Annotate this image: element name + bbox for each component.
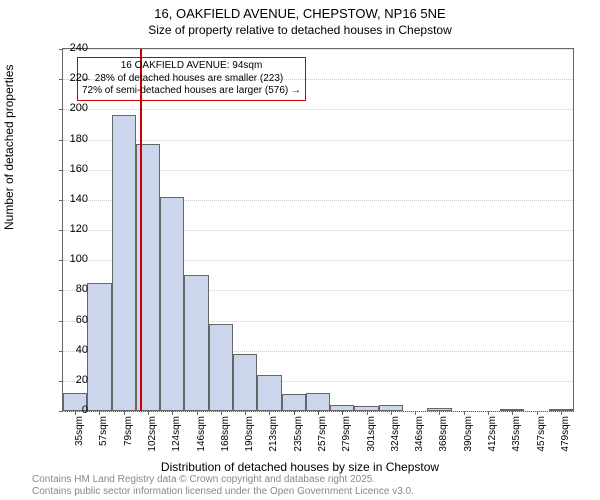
xtick-label: 124sqm <box>171 416 182 454</box>
ytick-label: 20 <box>60 374 88 386</box>
xtick-mark <box>245 411 246 415</box>
xtick-mark <box>439 411 440 415</box>
xtick-label: 213sqm <box>268 416 279 454</box>
histogram-bar <box>282 394 306 411</box>
ytick-label: 80 <box>60 283 88 295</box>
xtick-mark <box>367 411 368 415</box>
xtick-mark <box>561 411 562 415</box>
chart-title-1: 16, OAKFIELD AVENUE, CHEPSTOW, NP16 5NE <box>0 6 600 21</box>
xtick-label: 346sqm <box>414 416 425 454</box>
ytick-label: 0 <box>60 404 88 416</box>
xtick-mark <box>148 411 149 415</box>
histogram-bar <box>209 324 233 411</box>
xtick-label: 235sqm <box>293 416 304 454</box>
xtick-label: 412sqm <box>487 416 498 454</box>
xtick-label: 324sqm <box>390 416 401 454</box>
xtick-label: 301sqm <box>366 416 377 454</box>
xtick-label: 35sqm <box>74 416 85 454</box>
ytick-label: 120 <box>60 223 88 235</box>
xtick-label: 368sqm <box>438 416 449 454</box>
xtick-mark <box>488 411 489 415</box>
annotation-line: ← 28% of detached houses are smaller (22… <box>82 73 301 86</box>
footer-attribution: Contains HM Land Registry data © Crown c… <box>32 474 414 498</box>
xtick-mark <box>294 411 295 415</box>
title-block: 16, OAKFIELD AVENUE, CHEPSTOW, NP16 5NE … <box>0 0 600 37</box>
xtick-mark <box>172 411 173 415</box>
xtick-label: 57sqm <box>98 416 109 454</box>
histogram-bar <box>257 375 281 411</box>
ytick-label: 40 <box>60 344 88 356</box>
histogram-bar <box>87 283 111 411</box>
histogram-bar <box>233 354 257 411</box>
xtick-label: 146sqm <box>196 416 207 454</box>
xtick-label: 257sqm <box>317 416 328 454</box>
x-axis-label: Distribution of detached houses by size … <box>0 460 600 474</box>
xtick-mark <box>464 411 465 415</box>
xtick-label: 435sqm <box>511 416 522 454</box>
xtick-label: 279sqm <box>341 416 352 454</box>
xtick-label: 479sqm <box>560 416 571 454</box>
xtick-mark <box>124 411 125 415</box>
annotation-line: 72% of semi-detached houses are larger (… <box>82 85 301 98</box>
xtick-mark <box>391 411 392 415</box>
xtick-mark <box>99 411 100 415</box>
xtick-label: 190sqm <box>244 416 255 454</box>
histogram-bar <box>184 275 208 411</box>
reference-marker-line <box>140 49 142 411</box>
annotation-line: 16 OAKFIELD AVENUE: 94sqm <box>82 60 301 73</box>
xtick-mark <box>318 411 319 415</box>
xtick-mark <box>197 411 198 415</box>
ytick-label: 140 <box>60 193 88 205</box>
xtick-mark <box>512 411 513 415</box>
xtick-mark <box>537 411 538 415</box>
y-axis-label: Number of detached properties <box>2 65 16 230</box>
xtick-label: 79sqm <box>123 416 134 454</box>
xtick-label: 102sqm <box>147 416 158 454</box>
histogram-bar <box>112 115 136 411</box>
histogram-bar <box>306 393 330 411</box>
footer-line-2: Contains public sector information licen… <box>32 486 414 498</box>
chart-container: 16, OAKFIELD AVENUE, CHEPSTOW, NP16 5NE … <box>0 0 600 500</box>
xtick-mark <box>415 411 416 415</box>
ytick-label: 200 <box>60 102 88 114</box>
ytick-label: 240 <box>60 42 88 54</box>
ytick-label: 60 <box>60 314 88 326</box>
xtick-mark <box>342 411 343 415</box>
ytick-label: 100 <box>60 253 88 265</box>
xtick-label: 168sqm <box>220 416 231 454</box>
footer-line-1: Contains HM Land Registry data © Crown c… <box>32 474 414 486</box>
ytick-label: 220 <box>60 72 88 84</box>
ytick-label: 180 <box>60 133 88 145</box>
xtick-label: 457sqm <box>536 416 547 454</box>
histogram-bar <box>160 197 184 411</box>
xtick-mark <box>221 411 222 415</box>
ytick-label: 160 <box>60 163 88 175</box>
annotation-box: 16 OAKFIELD AVENUE: 94sqm← 28% of detach… <box>77 57 306 101</box>
plot-area: 16 OAKFIELD AVENUE: 94sqm← 28% of detach… <box>62 48 574 412</box>
xtick-mark <box>269 411 270 415</box>
xtick-label: 390sqm <box>463 416 474 454</box>
chart-title-2: Size of property relative to detached ho… <box>0 23 600 37</box>
